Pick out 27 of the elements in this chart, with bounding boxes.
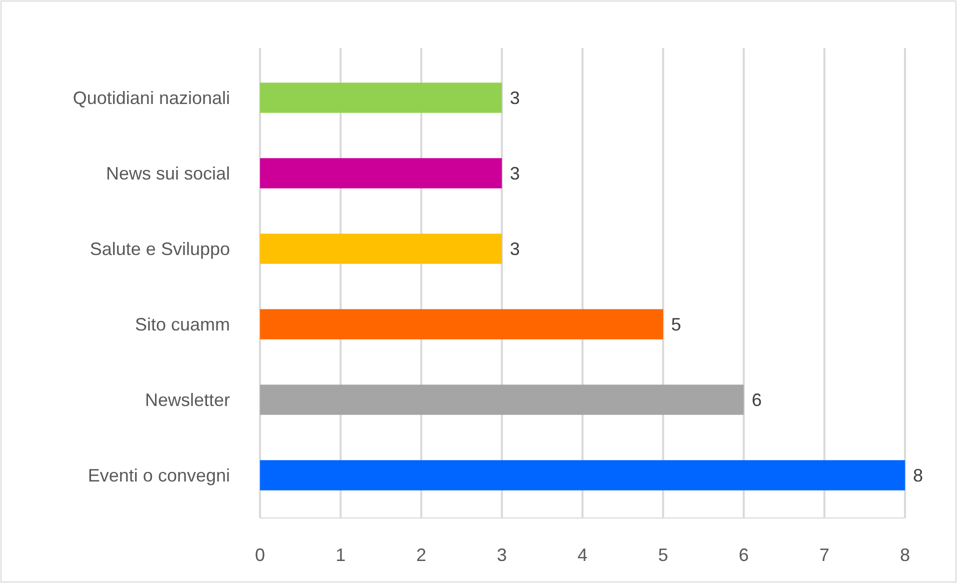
x-tick-label: 0 — [254, 545, 266, 565]
y-tick-label: Salute e Sviluppo — [90, 239, 230, 260]
bar — [260, 234, 502, 264]
data-label: 3 — [510, 239, 520, 260]
x-tick-label: 4 — [577, 545, 588, 565]
data-label: 3 — [510, 164, 520, 184]
bar — [260, 460, 905, 490]
bar — [260, 158, 502, 188]
data-label: 6 — [752, 390, 762, 410]
x-tick-label: 6 — [738, 545, 749, 565]
x-tick-label: 5 — [658, 545, 668, 565]
y-tick-label: News sui social — [106, 164, 230, 184]
data-label: 8 — [913, 466, 924, 486]
x-tick-label: 2 — [416, 545, 426, 565]
x-tick-label: 3 — [496, 545, 507, 565]
bar — [260, 309, 664, 340]
bar — [260, 384, 744, 415]
bar — [260, 82, 502, 113]
data-label: 3 — [510, 88, 520, 108]
y-tick-label: Eventi o convegni — [88, 466, 230, 486]
x-tick-label: 7 — [819, 545, 830, 565]
data-label: 5 — [671, 314, 682, 335]
x-tick-label: 8 — [900, 545, 910, 565]
y-tick-label: Quotidiani nazionali — [72, 88, 230, 108]
y-tick-label: Sito cuamm — [134, 314, 230, 335]
y-tick-label: Newsletter — [144, 390, 230, 410]
x-tick-label: 1 — [336, 545, 346, 565]
